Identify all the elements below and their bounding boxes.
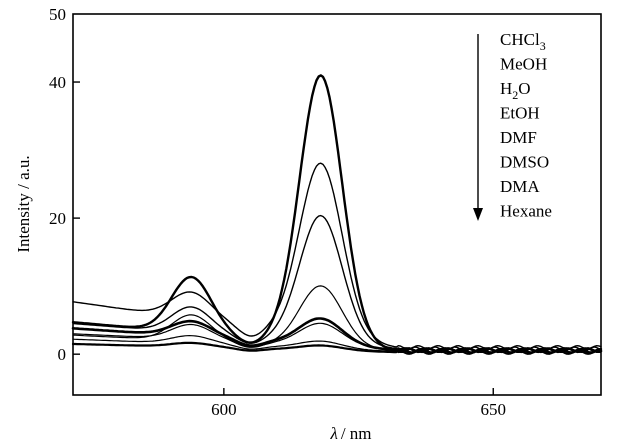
legend-item-base: Hexane — [500, 202, 552, 221]
series-line-5 — [72, 322, 602, 352]
legend-item-base: DMF — [500, 128, 537, 147]
series-line-4 — [71, 317, 603, 354]
x-axis-symbol: λ — [329, 424, 337, 443]
legend-item-5: DMSO — [500, 153, 549, 172]
y-tick-label-0: 0 — [58, 345, 67, 364]
series-line-7 — [71, 341, 603, 355]
x-axis-unit: / nm — [341, 424, 372, 443]
legend-item-2: H2O — [500, 79, 531, 102]
y-tick-label-max: 50 — [49, 5, 66, 24]
legend-item-tail: O — [518, 79, 530, 98]
legend-item-4: DMF — [500, 128, 537, 147]
legend-item-1: MeOH — [500, 55, 547, 74]
series-line-2 — [72, 214, 602, 352]
series-line-3 — [72, 285, 602, 354]
legend-item-base: CHCl — [500, 30, 540, 49]
x-tick-label-1: 650 — [480, 400, 506, 419]
y-tick-label-1: 20 — [49, 209, 66, 228]
legend-item-subscript: 2 — [512, 88, 518, 102]
legend-item-base: DMA — [500, 177, 540, 196]
legend-item-7: Hexane — [500, 202, 552, 221]
y-axis-label: Intensity / a.u. — [14, 155, 33, 252]
y-tick-label-2: 40 — [49, 73, 66, 92]
x-axis-label: λ / nm — [329, 424, 371, 443]
ticks-layer: 600 650 0 20 40 50 — [49, 5, 506, 419]
legend-item-3: EtOH — [500, 104, 540, 123]
series-layer — [71, 74, 603, 355]
legend-item-base: DMSO — [500, 153, 549, 172]
legend: CHCl3 MeOH H2O EtOH DMF DMSO DMA Hexane — [500, 30, 552, 221]
legend-item-base: H — [500, 79, 512, 98]
legend-item-base: MeOH — [500, 55, 547, 74]
legend-item-base: EtOH — [500, 104, 540, 123]
x-tick-label-0: 600 — [211, 400, 237, 419]
legend-item-subscript: 3 — [540, 39, 546, 53]
plot-frame — [72, 13, 602, 396]
legend-arrow-head — [473, 208, 483, 221]
legend-item-0: CHCl3 — [500, 30, 546, 53]
legend-item-6: DMA — [500, 177, 540, 196]
